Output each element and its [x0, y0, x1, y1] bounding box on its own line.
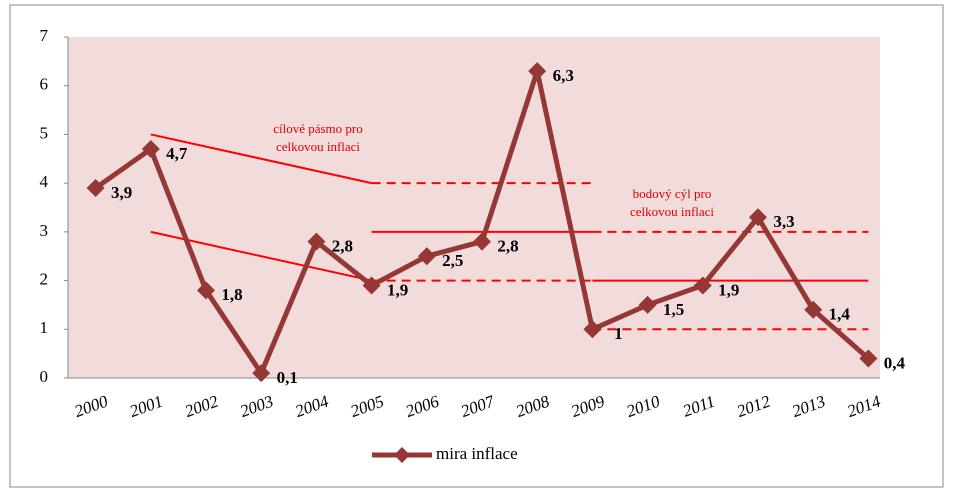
- data-label: 1,4: [829, 305, 851, 324]
- marker: [141, 140, 160, 159]
- y-tick-label: 0: [40, 367, 49, 386]
- y-tick-label: 3: [40, 221, 49, 240]
- legend-marker: [394, 447, 410, 463]
- marker: [693, 276, 712, 295]
- marker: [86, 179, 105, 198]
- marker: [528, 62, 547, 81]
- marker: [804, 300, 823, 319]
- annotation: cílové pásmo pro: [273, 121, 363, 136]
- data-label: 6,3: [553, 66, 574, 85]
- y-tick-label: 6: [40, 75, 49, 94]
- legend-label: mira inflace: [436, 444, 518, 463]
- annotation: bodový cýl pro: [633, 186, 712, 201]
- data-label: 2,8: [497, 237, 518, 256]
- data-label: 0,1: [277, 368, 298, 387]
- data-label: 3,9: [111, 183, 132, 202]
- data-label: 1,5: [663, 300, 684, 319]
- data-label: 4,7: [166, 144, 188, 163]
- marker: [473, 232, 491, 251]
- marker: [362, 276, 381, 295]
- y-tick-label: 2: [40, 269, 49, 288]
- marker: [197, 281, 215, 300]
- annotation: celkovou inflaci: [630, 204, 714, 219]
- target-line: [150, 133, 372, 185]
- data-label: 1: [614, 324, 623, 343]
- marker: [307, 232, 326, 251]
- data-label: 2,8: [332, 237, 353, 256]
- marker: [583, 320, 602, 339]
- marker: [417, 247, 436, 266]
- y-tick-label: 1: [40, 318, 49, 337]
- data-label: 1,9: [387, 280, 408, 299]
- data-label: 3,3: [773, 212, 794, 231]
- plot-background: [68, 37, 880, 378]
- annotation: celkovou inflaci: [276, 139, 360, 154]
- marker: [638, 295, 657, 314]
- marker: [749, 208, 767, 227]
- y-tick-label: 4: [40, 172, 49, 191]
- marker: [252, 364, 271, 383]
- data-label: 0,4: [884, 353, 906, 372]
- data-label: 2,5: [442, 251, 463, 270]
- data-label: 1,9: [718, 280, 739, 299]
- y-tick-label: 7: [40, 26, 49, 45]
- marker: [859, 349, 878, 368]
- y-tick-label: 5: [40, 123, 49, 142]
- data-label: 1,8: [221, 285, 242, 304]
